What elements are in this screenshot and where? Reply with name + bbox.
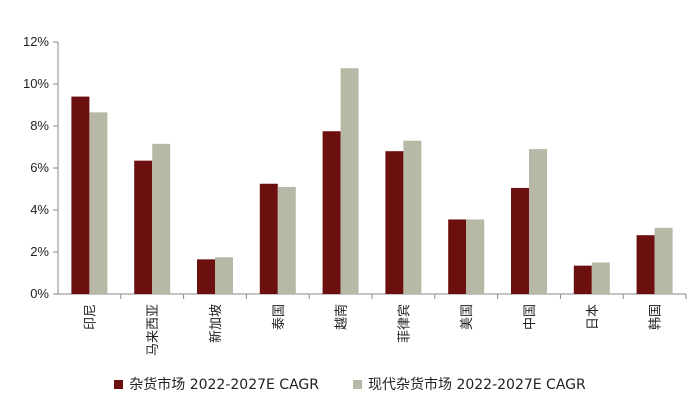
bar-grocery: [385, 151, 404, 294]
x-category-label: 美国: [460, 304, 475, 330]
y-tick-label: 10%: [23, 76, 49, 91]
bar-grocery: [322, 131, 341, 294]
bar-chart: 0% 2% 4% 6% 8% 10% 12% 印尼 马来西亚 新加坡 泰国 越南 菲律宾 美国 中国 日本 韩国: [23, 34, 687, 356]
bar-modern-grocery: [277, 186, 296, 294]
legend-swatch-modern-grocery: [353, 379, 362, 389]
x-category-label: 马来西亚: [146, 304, 161, 356]
y-tick-label: 6%: [30, 160, 49, 175]
bar-grocery: [511, 187, 529, 294]
legend-swatch-grocery: [114, 379, 124, 389]
x-category-label: 越南: [334, 304, 350, 330]
x-category-label: 新加坡: [208, 304, 224, 343]
x-category-label: 泰国: [272, 304, 287, 330]
y-tick-label: 2%: [30, 244, 49, 259]
bar-modern-grocery: [340, 68, 359, 294]
bar-grocery: [448, 219, 467, 294]
bar-modern-grocery: [215, 257, 233, 294]
bar-grocery: [134, 160, 153, 294]
bar-grocery: [197, 259, 215, 294]
legend: 杂货市场 2022-2027E CAGR 现代杂货市场 2022-2027E C…: [0, 372, 700, 396]
bar-modern-grocery: [654, 227, 673, 294]
bar-modern-grocery: [591, 262, 610, 294]
bar-modern-grocery: [466, 219, 485, 294]
bar-grocery: [71, 96, 90, 294]
bar-grocery: [573, 265, 592, 294]
x-category-label: 菲律宾: [396, 304, 412, 343]
legend-label-modern-grocery: 现代杂货市场 2022-2027E CAGR: [368, 377, 586, 393]
bar-modern-grocery: [152, 143, 171, 294]
bar-grocery: [636, 235, 655, 294]
bar-grocery: [259, 183, 278, 294]
bar-modern-grocery: [403, 140, 422, 294]
y-tick-label: 4%: [30, 202, 49, 217]
legend-item-grocery: 杂货市场 2022-2027E CAGR: [114, 374, 319, 394]
legend-item-modern-grocery: 现代杂货市场 2022-2027E CAGR: [353, 374, 586, 394]
bar-modern-grocery: [89, 112, 108, 294]
x-category-label: 中国: [523, 304, 538, 330]
x-category-label: 日本: [586, 304, 601, 330]
legend-label-grocery: 杂货市场 2022-2027E CAGR: [129, 377, 319, 393]
y-tick-label: 8%: [30, 118, 49, 133]
y-tick-label: 0%: [30, 286, 49, 301]
x-category-label: 印尼: [83, 304, 98, 330]
bar-modern-grocery: [529, 149, 547, 294]
y-tick-label: 12%: [23, 34, 49, 49]
x-category-label: 韩国: [649, 304, 664, 330]
